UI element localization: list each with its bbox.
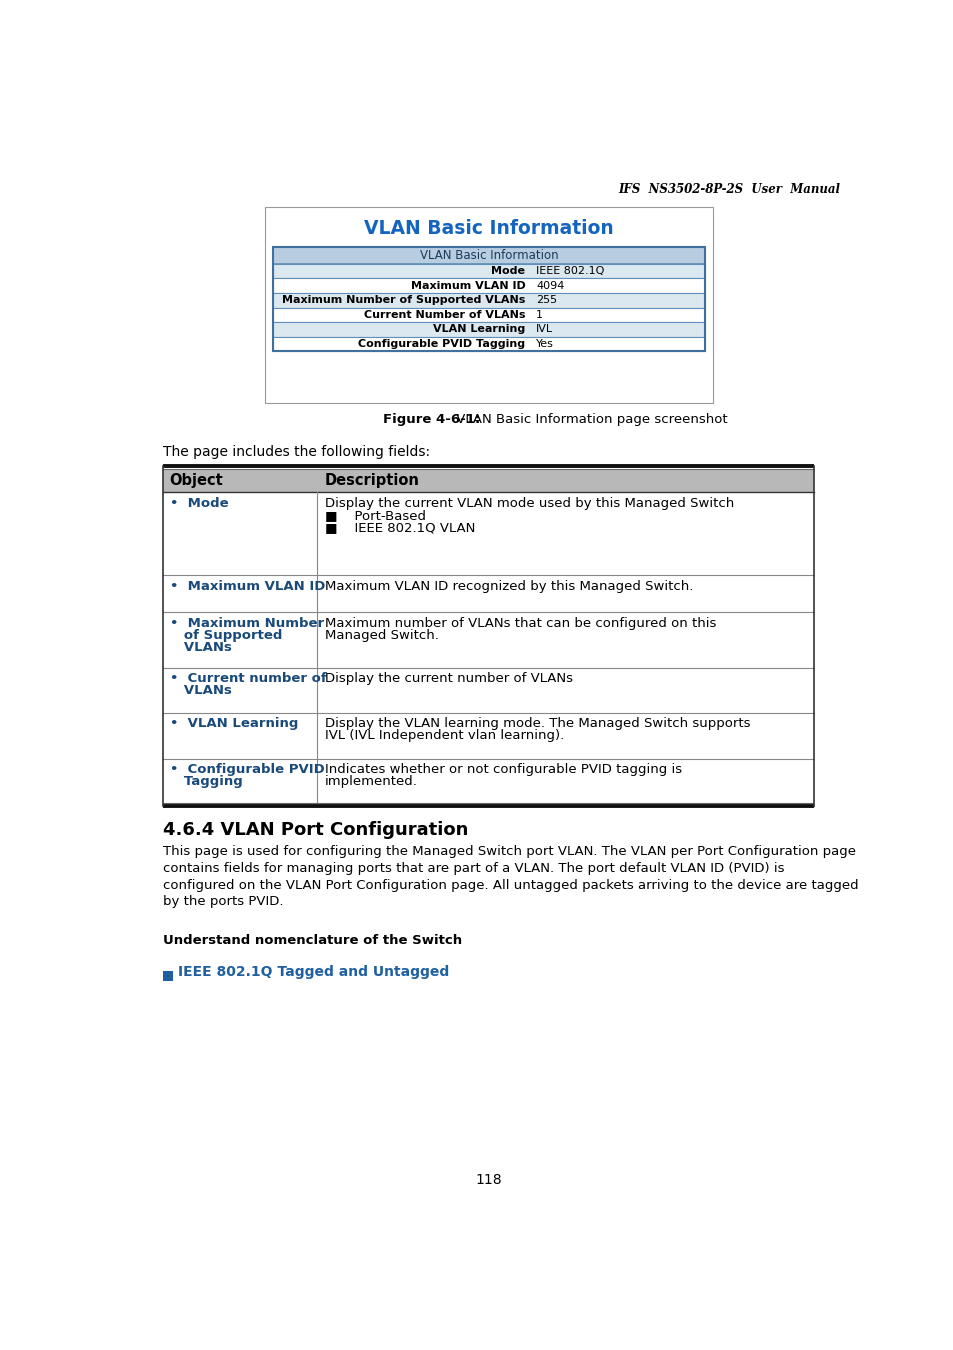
FancyBboxPatch shape (265, 207, 712, 404)
Text: VLANs: VLANs (170, 684, 232, 698)
Bar (163, 575, 814, 613)
Text: VLAN Basic Information: VLAN Basic Information (364, 219, 613, 238)
Text: Understand nomenclature of the Switch: Understand nomenclature of the Switch (163, 934, 462, 946)
Text: Configurable PVID Tagging: Configurable PVID Tagging (358, 339, 525, 350)
Bar (163, 470, 814, 493)
Bar (273, 323, 704, 336)
Text: Current Number of VLANs: Current Number of VLANs (363, 310, 525, 320)
Bar (163, 668, 814, 713)
Text: configured on the VLAN Port Configuration page. All untagged packets arriving to: configured on the VLAN Port Configuratio… (163, 879, 858, 891)
Text: •  Mode: • Mode (170, 497, 228, 509)
Text: The page includes the following fields:: The page includes the following fields: (163, 446, 430, 459)
Bar (273, 263, 704, 278)
Text: •  Configurable PVID: • Configurable PVID (170, 763, 324, 776)
Bar (163, 971, 173, 981)
Bar (273, 247, 704, 351)
Text: Display the current VLAN mode used by this Managed Switch: Display the current VLAN mode used by th… (324, 497, 733, 509)
Text: ■    IEEE 802.1Q VLAN: ■ IEEE 802.1Q VLAN (324, 521, 475, 535)
Text: Indicates whether or not configurable PVID tagging is: Indicates whether or not configurable PV… (324, 763, 681, 776)
Text: 4094: 4094 (536, 281, 564, 290)
Text: VLAN Basic Information: VLAN Basic Information (419, 248, 558, 262)
Bar (163, 613, 814, 668)
Text: Object: Object (170, 474, 223, 489)
Text: VLANs: VLANs (170, 641, 232, 655)
Text: implemented.: implemented. (324, 775, 417, 788)
Text: 118: 118 (476, 1173, 501, 1187)
Text: IVL (IVL Independent vlan learning).: IVL (IVL Independent vlan learning). (324, 729, 563, 742)
Bar (273, 308, 704, 323)
Text: VLAN Learning: VLAN Learning (433, 324, 525, 335)
Text: Display the current number of VLANs: Display the current number of VLANs (324, 672, 572, 686)
Text: Mode: Mode (491, 266, 525, 275)
Text: 255: 255 (536, 296, 557, 305)
Bar (163, 493, 814, 575)
Text: •  VLAN Learning: • VLAN Learning (170, 717, 297, 730)
Bar (273, 278, 704, 293)
Text: •  Maximum Number: • Maximum Number (170, 617, 323, 629)
Text: ■    Port-Based: ■ Port-Based (324, 509, 425, 522)
Text: Display the VLAN learning mode. The Managed Switch supports: Display the VLAN learning mode. The Mana… (324, 717, 749, 730)
Text: IEEE 802.1Q Tagged and Untagged: IEEE 802.1Q Tagged and Untagged (178, 965, 449, 979)
Text: by the ports PVID.: by the ports PVID. (163, 895, 284, 909)
Text: •  Current number of: • Current number of (170, 672, 326, 686)
Text: Maximum Number of Supported VLANs: Maximum Number of Supported VLANs (282, 296, 525, 305)
Bar (273, 336, 704, 351)
Text: Tagging: Tagging (170, 775, 242, 788)
Text: 4.6.4 VLAN Port Configuration: 4.6.4 VLAN Port Configuration (163, 821, 468, 838)
Bar (273, 247, 704, 263)
Text: This page is used for configuring the Managed Switch port VLAN. The VLAN per Por: This page is used for configuring the Ma… (163, 845, 856, 857)
Text: Maximum number of VLANs that can be configured on this: Maximum number of VLANs that can be conf… (324, 617, 716, 629)
Text: IEEE 802.1Q: IEEE 802.1Q (536, 266, 604, 275)
Text: •  Maximum VLAN ID: • Maximum VLAN ID (170, 579, 325, 593)
Text: IVL: IVL (536, 324, 553, 335)
Bar (273, 293, 704, 308)
Text: IFS  NS3502-8P-2S  User  Manual: IFS NS3502-8P-2S User Manual (618, 184, 840, 196)
Bar (163, 759, 814, 806)
Text: Managed Switch.: Managed Switch. (324, 629, 438, 643)
Text: Maximum VLAN ID recognized by this Managed Switch.: Maximum VLAN ID recognized by this Manag… (324, 579, 692, 593)
Text: Figure 4-6-1:: Figure 4-6-1: (382, 413, 479, 427)
Text: Description: Description (324, 474, 419, 489)
Text: 1: 1 (536, 310, 542, 320)
Text: Maximum VLAN ID: Maximum VLAN ID (410, 281, 525, 290)
Text: VLAN Basic Information page screenshot: VLAN Basic Information page screenshot (452, 413, 727, 427)
Bar (163, 713, 814, 759)
Text: contains fields for managing ports that are part of a VLAN. The port default VLA: contains fields for managing ports that … (163, 861, 784, 875)
Text: Yes: Yes (536, 339, 554, 350)
Text: of Supported: of Supported (170, 629, 282, 643)
